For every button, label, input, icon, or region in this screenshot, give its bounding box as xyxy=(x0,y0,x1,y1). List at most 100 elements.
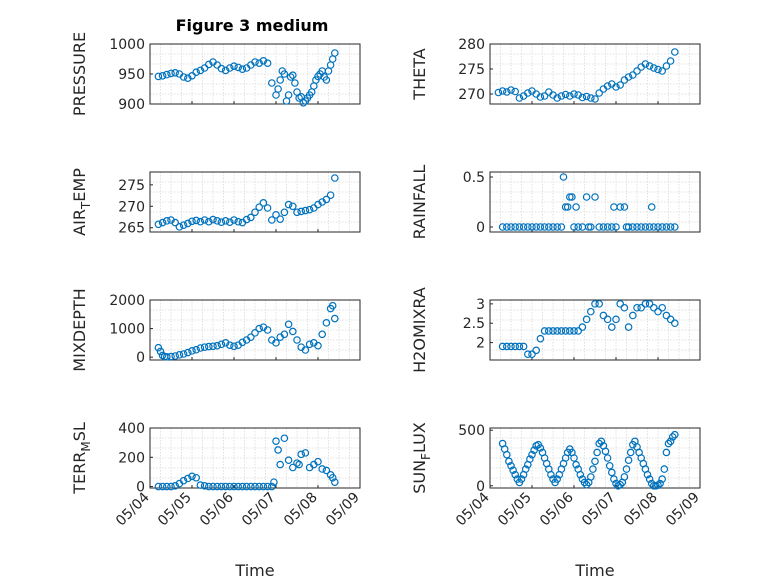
axes-frame xyxy=(149,427,361,489)
data-point xyxy=(196,217,205,226)
data-point xyxy=(188,347,196,355)
data-point xyxy=(171,218,180,227)
x-tick-label: 05/05 xyxy=(155,490,195,530)
axes-frame xyxy=(149,299,361,361)
data-point xyxy=(658,303,667,312)
data-point xyxy=(184,219,192,228)
data-point xyxy=(295,460,303,469)
data-point xyxy=(328,301,337,310)
data-point xyxy=(226,218,234,226)
y-tick-label: 400 xyxy=(118,421,145,437)
data-point xyxy=(507,86,515,94)
data-point xyxy=(196,66,205,75)
data-point xyxy=(670,223,679,231)
data-point xyxy=(196,481,205,489)
data-point xyxy=(595,300,604,308)
data-point xyxy=(616,203,625,211)
data-point xyxy=(628,71,637,79)
data-point xyxy=(607,323,616,331)
data-point xyxy=(649,64,658,72)
data-point xyxy=(591,95,599,103)
data-point xyxy=(605,461,614,470)
data-point xyxy=(603,315,612,324)
figure-title: Figure 3 medium xyxy=(176,16,329,35)
data-point xyxy=(274,85,282,93)
data-point xyxy=(570,90,578,98)
data-point xyxy=(318,465,327,473)
data-point xyxy=(171,482,180,490)
data-point xyxy=(274,446,282,454)
data-point xyxy=(163,482,171,491)
data-point xyxy=(658,223,667,231)
data-point xyxy=(284,456,293,464)
x-tick-label: 05/07 xyxy=(239,490,279,530)
data-point xyxy=(517,475,526,483)
data-point xyxy=(234,217,243,226)
data-point xyxy=(616,300,625,308)
data-point xyxy=(589,465,597,473)
data-point xyxy=(267,482,276,491)
data-point xyxy=(156,347,165,356)
data-point xyxy=(578,323,587,331)
data-point xyxy=(580,478,589,487)
data-point xyxy=(326,191,335,199)
data-point xyxy=(247,482,255,491)
data-point xyxy=(280,70,289,78)
data-point xyxy=(664,439,673,448)
data-point xyxy=(658,67,667,75)
data-point xyxy=(234,63,243,72)
data-point xyxy=(643,470,652,479)
data-point xyxy=(221,217,230,225)
y-axis-label: TERRMSL xyxy=(70,422,93,495)
data-point xyxy=(154,343,163,352)
data-point xyxy=(645,62,654,70)
y-tick-label: 950 xyxy=(118,67,145,83)
data-point xyxy=(205,342,213,351)
data-point xyxy=(498,87,507,95)
data-point xyxy=(230,62,238,70)
data-point xyxy=(601,447,610,456)
axes-frame xyxy=(489,427,701,489)
data-point xyxy=(515,223,524,231)
data-point xyxy=(163,353,171,361)
data-point xyxy=(649,481,658,490)
data-point xyxy=(641,60,650,68)
y-axis-label: RAINFALL xyxy=(410,165,429,240)
data-point xyxy=(280,208,289,217)
data-point xyxy=(288,71,297,80)
data-point xyxy=(530,446,538,455)
data-point xyxy=(565,193,574,201)
data-point xyxy=(288,463,297,472)
data-point xyxy=(523,223,532,231)
data-point xyxy=(603,223,612,231)
data-point xyxy=(175,223,184,231)
y-tick-label: 0 xyxy=(476,220,485,236)
data-point xyxy=(280,434,289,443)
data-point xyxy=(502,88,511,96)
y-tick-label: 0 xyxy=(476,479,485,495)
data-point xyxy=(649,303,658,312)
data-point xyxy=(276,215,285,223)
data-point xyxy=(565,327,574,335)
data-point xyxy=(626,448,635,457)
data-point xyxy=(610,475,618,483)
x-tick-label: 05/08 xyxy=(281,490,321,530)
data-point xyxy=(591,457,599,466)
data-point xyxy=(559,173,568,181)
data-point xyxy=(226,482,234,491)
data-point xyxy=(649,223,658,231)
y-tick-label: 2.5 xyxy=(463,316,485,332)
data-point xyxy=(314,341,322,350)
data-point xyxy=(628,223,637,231)
y-tick-label: 2000 xyxy=(109,293,145,309)
data-point xyxy=(158,482,167,491)
data-point xyxy=(641,223,650,231)
data-point xyxy=(523,350,532,358)
data-point xyxy=(557,327,566,335)
data-point xyxy=(620,473,629,481)
data-point xyxy=(549,223,557,231)
data-point xyxy=(511,223,520,231)
data-point xyxy=(226,64,234,72)
data-point xyxy=(511,470,520,479)
y-tick-label: 265 xyxy=(118,221,145,237)
